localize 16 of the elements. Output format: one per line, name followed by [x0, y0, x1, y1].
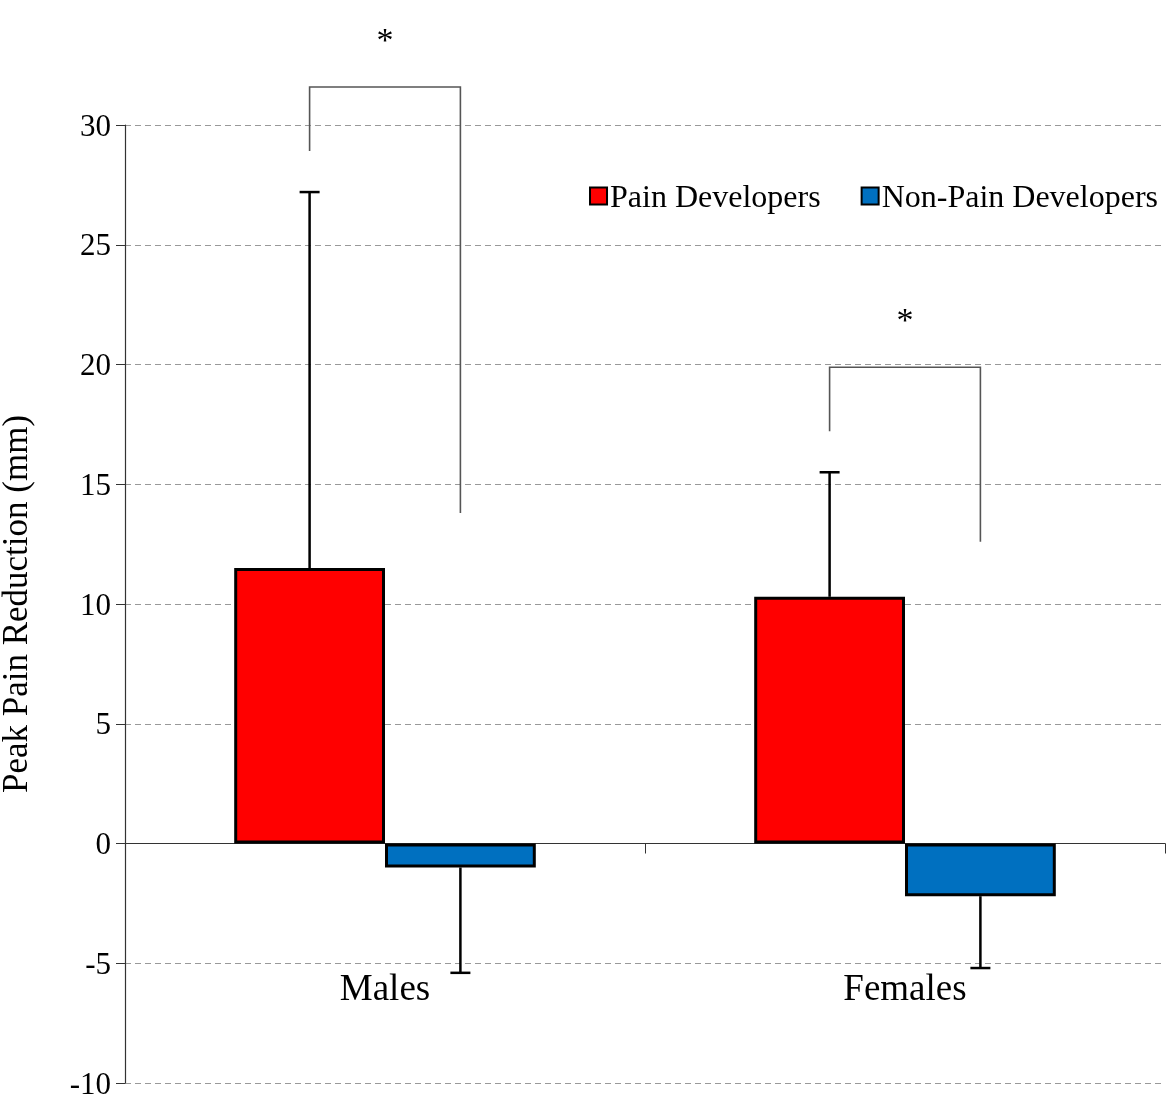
y-tick-label: 30 [80, 107, 111, 143]
x-tick-label: Females [843, 967, 967, 1008]
text: * [376, 20, 394, 58]
legend-label: Pain Developers [610, 178, 821, 214]
y-tick-label: 15 [80, 466, 111, 502]
y-axis-title: Peak Pain Reduction (mm) [0, 414, 35, 794]
y-tick-label: -10 [69, 1065, 111, 1101]
y-tick-label: -5 [85, 945, 111, 981]
annotation: * [896, 300, 914, 338]
y-tick-label: 20 [80, 347, 111, 382]
y-tick-label: 5 [95, 706, 111, 742]
legend-label: Non-Pain Developers [881, 178, 1158, 214]
y-tick-label: 10 [80, 586, 111, 622]
x-tick-label: Males [339, 967, 431, 1008]
y-tick-label: 0 [95, 826, 111, 861]
y-tick-label: 25 [80, 227, 111, 263]
